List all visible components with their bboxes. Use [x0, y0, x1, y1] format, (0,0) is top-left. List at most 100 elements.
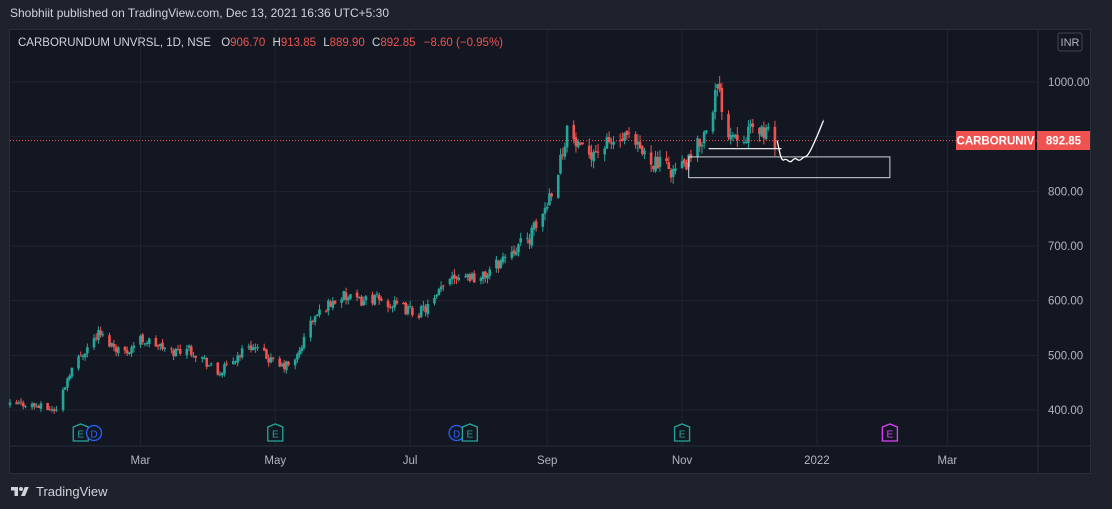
candle [101, 331, 105, 337]
candle-body [501, 256, 505, 263]
candle [30, 401, 34, 411]
candle [623, 132, 626, 145]
candle [455, 275, 458, 285]
candle [360, 294, 363, 307]
candle [267, 354, 270, 367]
candle-body [576, 141, 580, 148]
candle-body [216, 362, 220, 375]
candle [262, 343, 266, 352]
candle-body [192, 355, 195, 357]
candle [696, 135, 699, 163]
candle [548, 188, 551, 206]
candle [530, 225, 534, 249]
time-axis[interactable]: Mar May Jul Sep Nov 2022 Mar [131, 455, 958, 467]
candle-body [203, 357, 206, 359]
candle-body [238, 355, 242, 357]
candle-body [55, 409, 58, 411]
candle [94, 333, 98, 342]
candle [607, 131, 611, 144]
candle [747, 120, 750, 149]
candle-body [236, 355, 240, 363]
footer-branding[interactable]: TradingView [10, 484, 108, 499]
candle [649, 145, 653, 172]
event-marker-label: E [467, 430, 474, 441]
candle-body [488, 269, 492, 277]
candle [610, 137, 613, 150]
candle-body [437, 289, 441, 296]
user-drawings[interactable] [688, 120, 891, 179]
symbol-name[interactable]: CARBORUNDUM UNVRSL, 1D, NSE [18, 37, 211, 49]
chart-panel[interactable] [9, 29, 1091, 474]
candle [355, 289, 359, 302]
price-axis[interactable]: 400.00500.00600.00700.00800.00900.001000… [1048, 77, 1090, 417]
candle [154, 335, 158, 348]
candle-body [68, 375, 71, 379]
candle-body [760, 126, 763, 137]
candle [495, 255, 498, 273]
dividend-marker-circle [85, 424, 103, 442]
candle-body [141, 334, 144, 343]
candle [590, 144, 593, 167]
currency-button[interactable] [1057, 32, 1083, 52]
candle-body [24, 406, 27, 408]
candle [587, 138, 591, 159]
candle-body [450, 276, 454, 280]
candle [324, 309, 328, 313]
candle-body [742, 142, 746, 144]
support-zone-rectangle[interactable] [688, 156, 891, 179]
candle-body [176, 348, 180, 350]
candle [46, 402, 49, 411]
candle-body [355, 292, 359, 298]
candle-body [497, 261, 500, 269]
candle [497, 259, 500, 273]
candle-body [130, 347, 133, 354]
candle [528, 234, 531, 249]
candle [481, 271, 485, 284]
candle [225, 360, 228, 367]
candle-body [514, 252, 518, 256]
candle-body [764, 127, 768, 140]
candle-body [86, 347, 89, 354]
candle-body [278, 358, 282, 367]
candle-body [466, 274, 469, 278]
candle [249, 340, 253, 353]
candle [311, 319, 315, 325]
candle [559, 148, 562, 175]
earnings-marker: E [267, 423, 284, 442]
close-value: 892.85 [380, 37, 415, 49]
symbol-legend[interactable]: CARBORUNDUM UNVRSL, 1D, NSE O906.70 H913… [18, 37, 503, 49]
candle-body [590, 152, 593, 160]
candle [77, 354, 80, 371]
candle [718, 76, 721, 93]
candle [159, 343, 162, 351]
candle-body [143, 343, 147, 345]
candle-body [375, 293, 379, 295]
price-tick-label: 500.00 [1048, 350, 1083, 362]
currency-label[interactable]: INR [1061, 37, 1080, 49]
candle-body [234, 361, 237, 363]
candle [470, 271, 474, 281]
candle-body [530, 227, 534, 246]
candle [141, 333, 144, 345]
candle [349, 293, 352, 300]
candle [561, 147, 564, 160]
candle [33, 402, 36, 410]
candle-body [685, 162, 688, 170]
candle [674, 162, 677, 175]
candle-body [362, 300, 366, 306]
projection-curve[interactable] [776, 120, 825, 163]
candle-body [417, 315, 421, 318]
candle-body [541, 213, 545, 227]
candle [375, 291, 379, 298]
time-tick-label: 2022 [804, 455, 830, 467]
candle [758, 127, 761, 142]
candle-body [565, 125, 569, 148]
candle-body [163, 347, 167, 349]
candle-body [311, 320, 315, 322]
candle-body [185, 348, 189, 356]
candle-body [161, 342, 164, 350]
candle [468, 272, 472, 283]
candle [439, 281, 443, 293]
candle-body [282, 362, 286, 369]
